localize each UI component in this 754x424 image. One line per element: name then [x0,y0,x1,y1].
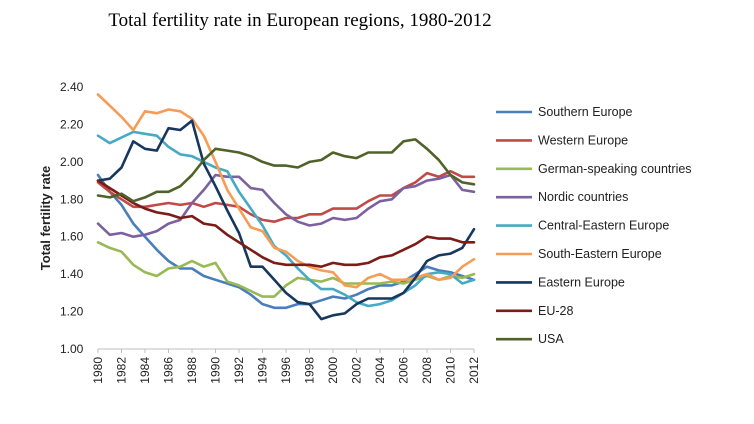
x-tick-label: 1994 [256,357,270,384]
x-tick-label: 2006 [397,357,411,384]
legend-label: Western Europe [538,133,628,147]
series-line-usa [96,138,476,203]
legend-label: Eastern Europe [538,275,625,289]
y-tick-label: 1.80 [60,192,84,206]
axes: 1.00 1.20 1.40 1.60 1.80 2.00 2.20 2.40 1980 1982… [38,80,481,384]
y-tick-label: 1.60 [60,230,84,244]
legend-label: Southern Europe [538,105,633,119]
legend-label: Central-Eastern Europe [538,219,669,233]
y-tick-label: 1.00 [60,342,84,356]
legend-label: USA [538,332,564,346]
y-tick-label: 2.20 [60,117,84,131]
y-tick-label: 1.20 [60,305,84,319]
x-tick-label: 1982 [115,357,129,384]
series-layer [96,93,476,321]
x-tick-label: 2004 [373,357,387,384]
legend-label: German-speaking countries [538,162,692,176]
legend-label: South-Eastern Europe [538,247,662,261]
x-tick-label: 2012 [467,357,481,384]
y-axis-title: Total fertility rate [38,166,53,271]
series-line-western-europe [96,169,476,223]
x-tick-label: 2000 [326,357,340,384]
x-tick-label: 1992 [232,357,246,384]
series-line-eu-28 [96,179,476,269]
series-line-eastern-europe [96,119,476,321]
x-tick-label: 1996 [279,357,293,384]
series-line-southern-europe [96,173,476,310]
series-line-south-eastern-europe [96,93,476,289]
legend-label: Nordic countries [538,190,628,204]
x-tick-label: 1990 [209,357,223,384]
x-tick-label: 2010 [444,357,458,384]
x-tick-label: 1986 [162,357,176,384]
series-line-central-eastern-europe [96,130,476,308]
series-line-nordic-countries [96,173,476,238]
y-tick-label: 2.40 [60,80,84,94]
legend: Southern Europe Western Europe German-spea… [496,105,692,346]
x-tick-label: 1988 [185,357,199,384]
chart-title: Total fertility rate in European regions… [108,10,492,31]
x-tick-label: 1998 [303,357,317,384]
y-tick-label: 2.00 [60,155,84,169]
x-tick-label: 2002 [350,357,364,384]
x-tick-label: 1984 [138,357,152,384]
y-tick-label: 1.40 [60,267,84,281]
x-tick-label: 1980 [91,357,105,384]
legend-label: EU-28 [538,304,573,318]
x-tick-label: 2008 [420,357,434,384]
